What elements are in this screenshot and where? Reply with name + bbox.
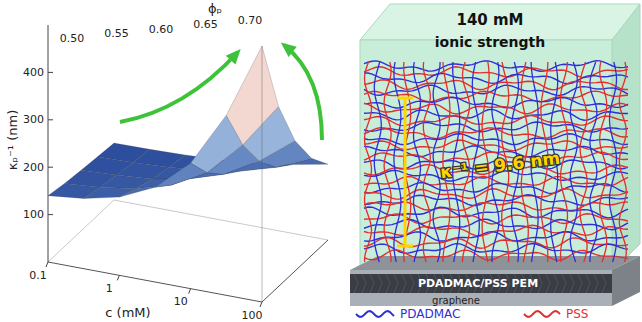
svg-text:300: 300: [23, 113, 44, 126]
svg-text:ϕₚ: ϕₚ: [208, 1, 222, 16]
svg-text:0.60: 0.60: [149, 23, 174, 36]
svg-text:0.55: 0.55: [104, 27, 129, 40]
svg-text:ionic strength: ionic strength: [435, 34, 545, 50]
svg-text:200: 200: [23, 161, 44, 174]
svg-text:100: 100: [23, 208, 44, 221]
svg-text:0.65: 0.65: [193, 18, 218, 31]
svg-text:PDADMAC: PDADMAC: [400, 307, 460, 321]
svg-text:0.70: 0.70: [238, 14, 263, 27]
svg-text:100: 100: [242, 309, 263, 322]
svg-text:PSS: PSS: [566, 307, 588, 321]
svg-text:0.50: 0.50: [60, 32, 85, 45]
svg-text:PDADMAC/PSS PEM: PDADMAC/PSS PEM: [418, 277, 538, 290]
svg-text:c (mM): c (mM): [105, 305, 150, 320]
svg-text:0.1: 0.1: [29, 269, 47, 282]
svg-text:κₚ⁻¹ (nm): κₚ⁻¹ (nm): [5, 110, 20, 170]
svg-text:400: 400: [23, 66, 44, 79]
svg-text:1: 1: [106, 282, 113, 295]
svg-text:10: 10: [174, 295, 188, 308]
svg-text:140 mM: 140 mM: [456, 11, 523, 29]
svg-text:κ⁻¹ = 9.6 nm: κ⁻¹ = 9.6 nm: [439, 148, 561, 182]
svg-text:graphene: graphene: [432, 295, 480, 306]
